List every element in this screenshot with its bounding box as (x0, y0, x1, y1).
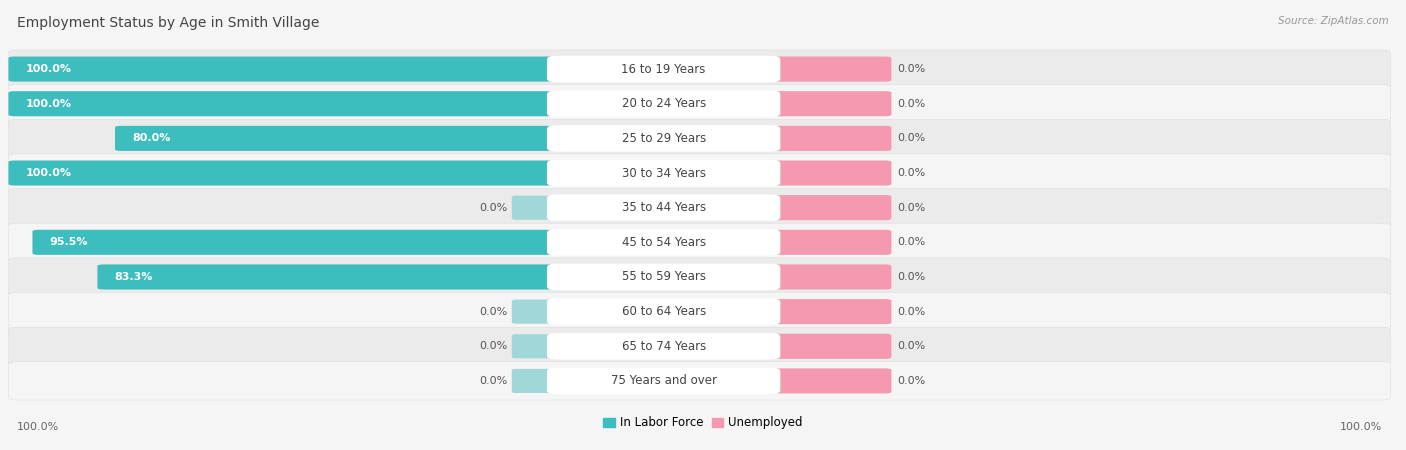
FancyBboxPatch shape (547, 90, 780, 117)
FancyBboxPatch shape (547, 125, 780, 152)
FancyBboxPatch shape (8, 161, 553, 185)
FancyBboxPatch shape (775, 299, 891, 324)
FancyBboxPatch shape (775, 91, 891, 116)
FancyBboxPatch shape (547, 333, 780, 360)
Text: 0.0%: 0.0% (897, 237, 925, 248)
FancyBboxPatch shape (775, 126, 891, 151)
FancyBboxPatch shape (8, 50, 1391, 88)
Legend: In Labor Force, Unemployed: In Labor Force, Unemployed (599, 412, 807, 434)
Text: 0.0%: 0.0% (897, 272, 925, 282)
FancyBboxPatch shape (775, 161, 891, 185)
Text: 65 to 74 Years: 65 to 74 Years (621, 340, 706, 353)
Text: 80.0%: 80.0% (132, 133, 170, 144)
FancyBboxPatch shape (8, 189, 1391, 227)
FancyBboxPatch shape (8, 292, 1391, 331)
FancyBboxPatch shape (8, 258, 1391, 296)
FancyBboxPatch shape (32, 230, 553, 255)
FancyBboxPatch shape (775, 230, 891, 255)
FancyBboxPatch shape (8, 327, 1391, 365)
Text: 0.0%: 0.0% (897, 341, 925, 351)
FancyBboxPatch shape (8, 362, 1391, 400)
FancyBboxPatch shape (512, 300, 551, 324)
FancyBboxPatch shape (547, 56, 780, 82)
FancyBboxPatch shape (547, 298, 780, 325)
Text: 95.5%: 95.5% (49, 237, 87, 248)
Text: 100.0%: 100.0% (25, 64, 72, 74)
FancyBboxPatch shape (547, 194, 780, 221)
Text: 0.0%: 0.0% (479, 202, 508, 213)
Text: 35 to 44 Years: 35 to 44 Years (621, 201, 706, 214)
Text: 30 to 34 Years: 30 to 34 Years (621, 166, 706, 180)
FancyBboxPatch shape (8, 154, 1391, 192)
Text: 60 to 64 Years: 60 to 64 Years (621, 305, 706, 318)
FancyBboxPatch shape (8, 85, 1391, 123)
Text: 75 Years and over: 75 Years and over (610, 374, 717, 387)
FancyBboxPatch shape (775, 334, 891, 359)
FancyBboxPatch shape (547, 160, 780, 186)
FancyBboxPatch shape (115, 126, 553, 151)
Text: Employment Status by Age in Smith Village: Employment Status by Age in Smith Villag… (17, 16, 319, 30)
Text: 0.0%: 0.0% (897, 133, 925, 144)
Text: 0.0%: 0.0% (897, 168, 925, 178)
Text: 25 to 29 Years: 25 to 29 Years (621, 132, 706, 145)
FancyBboxPatch shape (547, 368, 780, 394)
Text: 0.0%: 0.0% (897, 376, 925, 386)
FancyBboxPatch shape (8, 119, 1391, 158)
Text: 0.0%: 0.0% (897, 99, 925, 109)
Text: 55 to 59 Years: 55 to 59 Years (621, 270, 706, 284)
FancyBboxPatch shape (97, 265, 553, 289)
Text: 100.0%: 100.0% (25, 99, 72, 109)
Text: 0.0%: 0.0% (479, 341, 508, 351)
Text: 45 to 54 Years: 45 to 54 Years (621, 236, 706, 249)
FancyBboxPatch shape (775, 369, 891, 393)
Text: 20 to 24 Years: 20 to 24 Years (621, 97, 706, 110)
FancyBboxPatch shape (512, 369, 551, 393)
Text: 0.0%: 0.0% (479, 376, 508, 386)
Text: 0.0%: 0.0% (897, 202, 925, 213)
FancyBboxPatch shape (547, 229, 780, 256)
Text: 0.0%: 0.0% (897, 64, 925, 74)
Text: 100.0%: 100.0% (1340, 423, 1382, 432)
FancyBboxPatch shape (8, 223, 1391, 261)
FancyBboxPatch shape (8, 91, 553, 116)
FancyBboxPatch shape (547, 264, 780, 290)
FancyBboxPatch shape (512, 334, 551, 358)
FancyBboxPatch shape (512, 196, 551, 220)
Text: 100.0%: 100.0% (17, 423, 59, 432)
FancyBboxPatch shape (775, 57, 891, 81)
Text: Source: ZipAtlas.com: Source: ZipAtlas.com (1278, 16, 1389, 26)
Text: 0.0%: 0.0% (897, 306, 925, 317)
Text: 16 to 19 Years: 16 to 19 Years (621, 63, 706, 76)
Text: 0.0%: 0.0% (479, 306, 508, 317)
Text: 83.3%: 83.3% (114, 272, 153, 282)
FancyBboxPatch shape (8, 57, 553, 81)
Text: 100.0%: 100.0% (25, 168, 72, 178)
FancyBboxPatch shape (775, 265, 891, 289)
FancyBboxPatch shape (775, 195, 891, 220)
